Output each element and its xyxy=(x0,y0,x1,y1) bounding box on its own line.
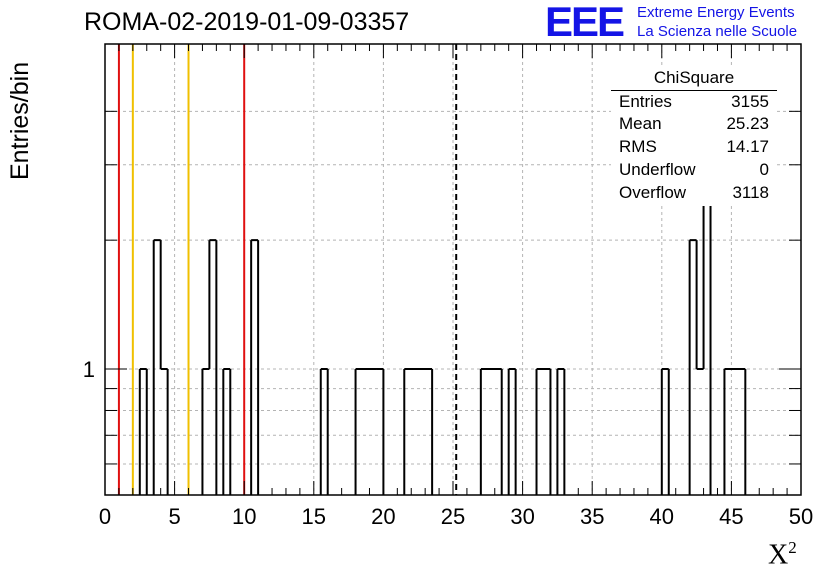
y-axis-label: Entries/bin xyxy=(6,61,34,180)
histogram-bin xyxy=(369,369,376,495)
stat-row-mean: Mean 25.23 xyxy=(619,114,769,136)
stats-box: ChiSquare Entries 3155 Mean 25.23 RMS 14… xyxy=(611,66,777,206)
histogram-bin xyxy=(404,369,411,495)
x-axis-label: X2 xyxy=(768,538,797,571)
histogram-bin xyxy=(251,240,258,495)
x-tick-label: 0 xyxy=(99,504,111,529)
stat-value: 25.23 xyxy=(726,114,769,133)
x-tick-label: 15 xyxy=(302,504,326,529)
histogram-bin xyxy=(481,369,488,495)
stat-value: 3155 xyxy=(731,92,769,111)
x-tick-label: 35 xyxy=(580,504,604,529)
eee-logo: EEE xyxy=(545,0,625,45)
x-tick-label: 25 xyxy=(441,504,465,529)
histogram-bin xyxy=(509,369,516,495)
stat-label: Mean xyxy=(619,114,662,133)
grid-lines xyxy=(105,44,801,495)
histogram-bin xyxy=(376,369,383,495)
x-tick-label: 10 xyxy=(232,504,256,529)
x-axis-label-superscript: 2 xyxy=(788,538,797,557)
x-tick-label: 30 xyxy=(510,504,534,529)
stat-value: 14.17 xyxy=(726,137,769,156)
histogram-bin xyxy=(543,369,550,495)
histogram-bin xyxy=(209,240,216,495)
histogram-bin xyxy=(202,369,209,495)
histogram-bin xyxy=(724,369,731,495)
stat-label: Overflow xyxy=(619,183,687,202)
logo-caption-line-2: La Scienza nelle Scuole xyxy=(637,23,798,40)
stat-label: RMS xyxy=(619,137,657,156)
x-tick-label: 45 xyxy=(719,504,743,529)
histogram-bin xyxy=(662,369,669,495)
marker-lines xyxy=(117,44,458,495)
histogram-bin xyxy=(363,369,370,495)
histogram-bin xyxy=(418,369,425,495)
histogram-bin xyxy=(557,369,564,495)
x-axis-ticks: 0 5 10 15 20 25 30 35 40 45 50 xyxy=(99,44,813,529)
histogram-bin xyxy=(704,165,711,495)
histogram-bin xyxy=(411,369,418,495)
histogram-bin xyxy=(154,240,161,495)
x-tick-label: 5 xyxy=(168,504,180,529)
histogram-bin xyxy=(488,369,495,495)
histogram-bin xyxy=(161,369,168,495)
histogram-outline xyxy=(138,163,747,495)
stat-row-entries: Entries 3155 xyxy=(619,92,769,114)
stat-value: 0 xyxy=(759,160,769,179)
stats-title: ChiSquare xyxy=(653,68,735,87)
stats-divider xyxy=(611,90,777,91)
logo-caption-line-1: Extreme Energy Events xyxy=(637,4,795,21)
x-tick-label: 50 xyxy=(789,504,813,529)
x-axis-label-symbol: X xyxy=(768,539,789,571)
histogram-bin xyxy=(356,369,363,495)
histogram-bin xyxy=(321,369,328,495)
stat-label: Entries xyxy=(619,92,672,111)
histogram-bin xyxy=(223,369,230,495)
histogram-bin xyxy=(731,369,738,495)
histogram-bin xyxy=(425,369,432,495)
y-tick-label: 1 xyxy=(83,357,95,382)
stat-row-rms: RMS 14.17 xyxy=(619,137,769,159)
x-tick-label: 40 xyxy=(650,504,674,529)
histogram-bin xyxy=(537,369,544,495)
plot-title: ROMA-02-2019-01-09-03357 xyxy=(84,8,410,36)
histogram-bin xyxy=(697,369,704,495)
y-axis-ticks: 1 xyxy=(83,110,801,465)
histogram-bin xyxy=(140,369,147,495)
stat-label: Underflow xyxy=(619,160,696,179)
histogram-bin xyxy=(690,240,697,495)
histogram-bin xyxy=(495,369,502,495)
stat-row-overflow: Overflow 3118 xyxy=(619,183,769,205)
stat-value: 3118 xyxy=(732,183,769,202)
stat-row-underflow: Underflow 0 xyxy=(619,160,769,182)
histogram-bin xyxy=(738,369,745,495)
x-tick-label: 20 xyxy=(371,504,395,529)
logo-caption: Extreme Energy Events La Scienza nelle S… xyxy=(637,3,797,41)
